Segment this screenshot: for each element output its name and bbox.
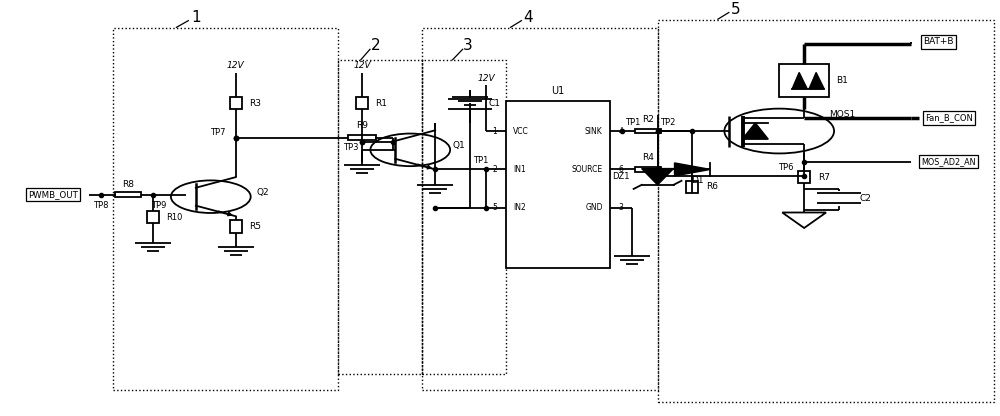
Text: SOURCE: SOURCE: [572, 165, 603, 174]
Text: 3: 3: [619, 203, 624, 212]
Text: TP7: TP7: [210, 128, 226, 137]
Bar: [147, 211, 159, 223]
Bar: [230, 97, 242, 109]
Polygon shape: [792, 72, 807, 89]
Text: TP1: TP1: [473, 156, 489, 165]
Text: Fan_B_CON: Fan_B_CON: [925, 114, 973, 122]
Text: R3: R3: [249, 99, 261, 107]
Bar: [779, 64, 829, 97]
Text: C2: C2: [859, 194, 871, 203]
Text: 12V: 12V: [477, 74, 495, 83]
Text: 4: 4: [523, 10, 533, 25]
Text: SINK: SINK: [585, 126, 603, 136]
Text: 5: 5: [731, 2, 740, 17]
Bar: [635, 167, 661, 172]
Text: GND: GND: [585, 203, 603, 212]
Bar: [686, 181, 698, 193]
Text: 1: 1: [191, 10, 201, 25]
Bar: [348, 135, 376, 140]
Text: 5: 5: [492, 203, 497, 212]
Polygon shape: [675, 163, 710, 176]
Polygon shape: [742, 123, 768, 139]
Text: 2: 2: [492, 165, 497, 174]
Text: TP6: TP6: [778, 163, 794, 172]
Text: R5: R5: [249, 222, 261, 231]
Text: 3: 3: [463, 39, 473, 54]
Bar: [635, 129, 661, 134]
Text: U1: U1: [551, 86, 564, 96]
Text: R8: R8: [122, 180, 134, 188]
Text: B1: B1: [836, 76, 848, 85]
Bar: [115, 192, 141, 197]
Text: 12V: 12V: [354, 62, 371, 70]
Text: Q1: Q1: [452, 141, 465, 150]
Text: DZ1: DZ1: [612, 172, 630, 181]
Text: R4: R4: [642, 153, 654, 162]
Text: R6: R6: [706, 183, 718, 191]
Text: TP1: TP1: [625, 118, 640, 126]
Text: R1: R1: [375, 99, 387, 107]
Text: Q2: Q2: [257, 188, 269, 197]
Text: MOS_AD2_AN: MOS_AD2_AN: [921, 157, 976, 166]
Text: VCC: VCC: [513, 126, 529, 136]
Text: TP9: TP9: [151, 201, 167, 210]
Text: 4: 4: [619, 126, 624, 136]
Text: IN2: IN2: [513, 203, 526, 212]
Text: BAT+B: BAT+B: [924, 37, 954, 47]
Text: MOS1: MOS1: [829, 110, 855, 119]
Text: R10: R10: [166, 213, 182, 222]
Text: 6: 6: [619, 165, 624, 174]
Bar: [356, 97, 368, 109]
Bar: [506, 101, 610, 268]
Text: C1: C1: [488, 99, 500, 108]
Text: PWMB_OUT: PWMB_OUT: [28, 190, 78, 199]
Bar: [230, 220, 242, 233]
Text: 2: 2: [371, 39, 380, 54]
Text: R9: R9: [356, 121, 368, 130]
Text: D1: D1: [691, 176, 704, 186]
Polygon shape: [809, 72, 824, 89]
Text: 1: 1: [492, 126, 497, 136]
Text: TP3: TP3: [343, 144, 358, 152]
Text: R7: R7: [818, 173, 830, 181]
Text: TP8: TP8: [93, 201, 109, 210]
Text: TP2: TP2: [660, 118, 675, 126]
Polygon shape: [642, 168, 674, 185]
Text: 12V: 12V: [227, 62, 245, 70]
Bar: [798, 171, 810, 183]
Text: IN1: IN1: [513, 165, 526, 174]
Text: R2: R2: [642, 115, 654, 124]
